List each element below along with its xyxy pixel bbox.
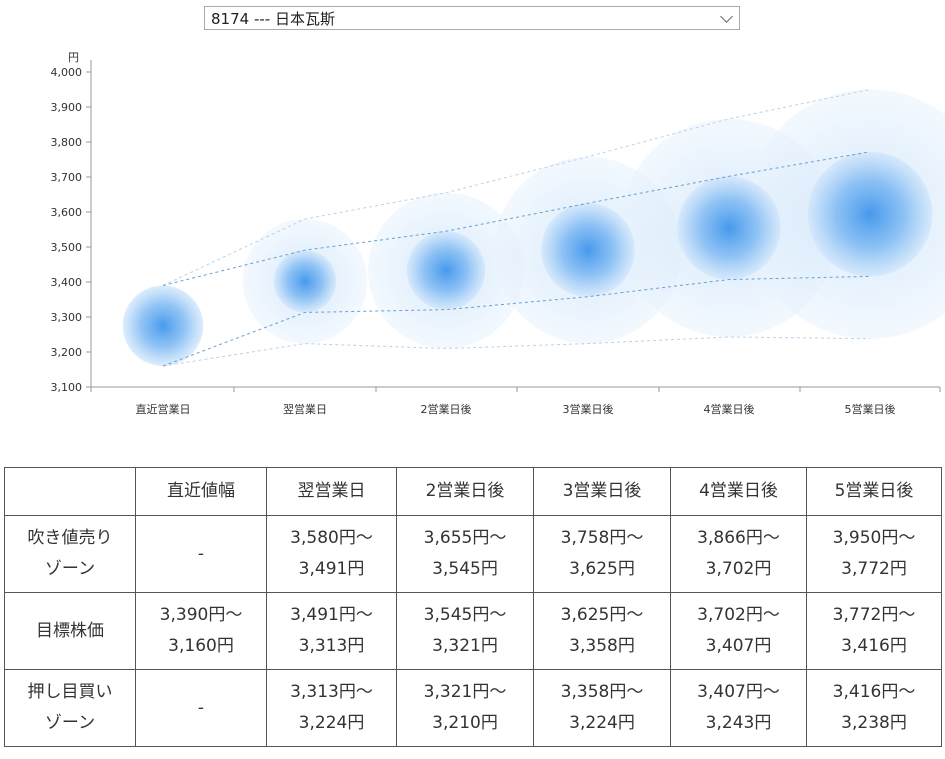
target-bubble — [677, 176, 781, 280]
x-tick-label: 5営業日後 — [845, 402, 896, 416]
header-cell: 翌営業日 — [266, 467, 397, 516]
target-bubble — [807, 151, 933, 277]
y-tick-label: 3,600 — [51, 206, 83, 219]
header-cell: 2営業日後 — [396, 467, 534, 516]
forecast-chart: 3,100 3,200 3,300 3,400 3,500 3,600 3,700 3,800… — [51, 51, 945, 416]
price-cell: - — [135, 669, 267, 747]
y-tick-label: 3,500 — [51, 241, 83, 254]
price-cell: 3,358円～ 3,224円 — [533, 669, 671, 747]
x-tick-label: 翌営業日 — [283, 402, 327, 416]
y-tick-label: 3,200 — [51, 346, 83, 359]
price-cell: 3,321円～ 3,210円 — [396, 669, 534, 747]
x-tick-label: 3営業日後 — [563, 402, 614, 416]
y-tick-label: 3,800 — [51, 136, 83, 149]
price-cell: 3,758円～ 3,625円 — [533, 515, 671, 593]
y-tick-label: 3,100 — [51, 381, 83, 394]
table-row: 目標株価 3,390円～ 3,160円 3,491円～ 3,313円 3,545円～ 3,3… — [4, 592, 942, 670]
price-cell: 3,772円～ 3,416円 — [806, 592, 942, 670]
chevron-down-icon — [720, 9, 733, 23]
band-line-outer-upper — [162, 89, 871, 286]
header-cell: 5営業日後 — [806, 467, 942, 516]
price-cell: 3,407円～ 3,243円 — [670, 669, 807, 747]
y-tick-label: 3,900 — [51, 101, 83, 114]
row-label: 吹き値売り ゾーン — [4, 515, 136, 593]
price-cell: 3,390円～ 3,160円 — [135, 592, 267, 670]
price-cell: 3,866円～ 3,702円 — [670, 515, 807, 593]
band-line-lower — [162, 275, 871, 367]
y-axis-unit: 円 — [68, 51, 79, 64]
band-line-upper — [162, 151, 871, 286]
stock-select-value: 8174 --- 日本瓦斯 — [211, 9, 335, 28]
header-cell: 4営業日後 — [670, 467, 807, 516]
target-bubble — [122, 285, 204, 366]
price-cell: 3,545円～ 3,321円 — [396, 592, 534, 670]
y-tick-label: 3,400 — [51, 276, 83, 289]
table-row: 押し目買い ゾーン -3,313円～ 3,224円 3,321円～ 3,210円 3,358… — [4, 669, 942, 747]
price-cell: 3,625円～ 3,358円 — [533, 592, 671, 670]
x-tick-label: 直近営業日 — [136, 402, 191, 416]
target-bubble — [273, 250, 337, 313]
price-cell: 3,655円～ 3,545円 — [396, 515, 534, 593]
target-bubble — [541, 203, 635, 297]
price-cell: 3,580円～ 3,491円 — [266, 515, 397, 593]
x-tick-label: 2営業日後 — [421, 402, 472, 416]
table-header-row: 直近値幅 翌営業日 2営業日後 3営業日後 4営業日後 5営業日後 — [4, 467, 942, 516]
price-cell: 3,950円～ 3,772円 — [806, 515, 942, 593]
band-line-outer-lower — [162, 336, 871, 367]
x-tick-label: 4営業日後 — [704, 402, 755, 416]
forecast-table: 直近値幅 翌営業日 2営業日後 3営業日後 4営業日後 5営業日後 吹き値売り ゾーン -3,5… — [4, 467, 942, 747]
y-tick-label: 3,700 — [51, 171, 83, 184]
price-cell: - — [135, 515, 267, 593]
price-cell: 3,491円～ 3,313円 — [266, 592, 397, 670]
stock-select[interactable]: 8174 --- 日本瓦斯 — [204, 6, 740, 30]
row-label: 押し目買い ゾーン — [4, 669, 136, 747]
y-tick-label: 3,300 — [51, 311, 83, 324]
price-cell: 3,313円～ 3,224円 — [266, 669, 397, 747]
price-cell: 3,702円～ 3,407円 — [670, 592, 807, 670]
table-row: 吹き値売り ゾーン -3,580円～ 3,491円 3,655円～ 3,545円 3,758… — [4, 515, 942, 593]
target-bubble — [406, 231, 486, 310]
y-tick-label: 4,000 — [51, 66, 83, 79]
header-corner-cell — [4, 467, 136, 516]
header-cell: 3営業日後 — [533, 467, 671, 516]
price-cell: 3,416円～ 3,238円 — [806, 669, 942, 747]
row-label: 目標株価 — [4, 592, 136, 670]
header-cell: 直近値幅 — [135, 467, 267, 516]
